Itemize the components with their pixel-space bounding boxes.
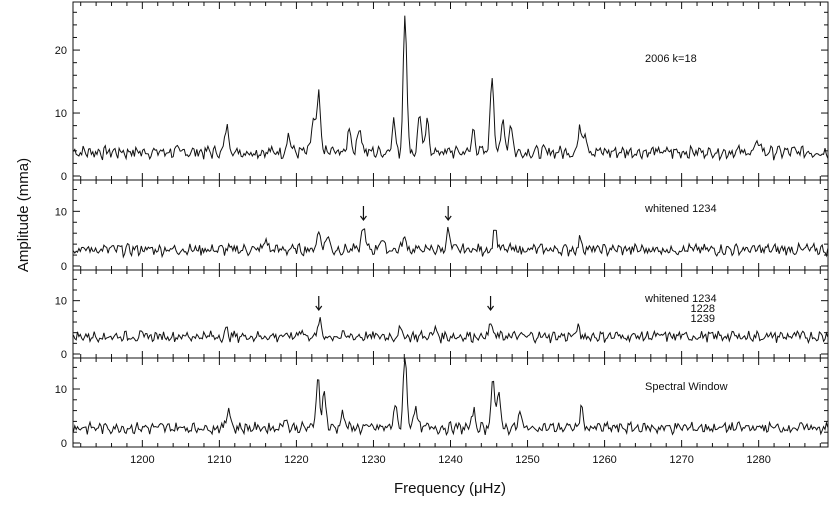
panel-label: 2006 k=18: [645, 53, 697, 65]
marker-arrow-head: [359, 215, 367, 221]
spectrum-line: [72, 358, 829, 437]
panel-label: 1239: [691, 313, 715, 325]
x-tick-label: 1260: [592, 454, 616, 466]
y-tick-label: 0: [61, 349, 67, 361]
marker-arrow-head: [315, 305, 323, 311]
spectrum-line: [72, 226, 829, 259]
x-tick-label: 1240: [438, 454, 462, 466]
panel-frame: [72, 357, 829, 448]
spectrum-line: [72, 317, 829, 345]
marker-arrow-head: [487, 305, 495, 311]
y-tick-label: 10: [55, 108, 67, 120]
y-tick-label: 0: [61, 171, 67, 183]
x-tick-label: 1200: [130, 454, 154, 466]
y-tick-label: 0: [61, 261, 67, 273]
spectrum-line: [72, 15, 829, 162]
x-tick-label: 1250: [515, 454, 539, 466]
panel-label: whitened 1234: [644, 203, 717, 215]
x-tick-label: 1280: [746, 454, 770, 466]
y-tick-label: 0: [61, 438, 67, 450]
y-axis-label: Amplitude (mma): [15, 157, 32, 273]
y-tick-label: 10: [55, 296, 67, 308]
x-tick-label: 1230: [361, 454, 385, 466]
x-tick-label: 1270: [669, 454, 693, 466]
x-tick-label: 1210: [207, 454, 231, 466]
x-axis-label: Frequency (μHz): [393, 480, 506, 497]
panel-frame: [72, 179, 829, 271]
y-tick-label: 10: [55, 206, 67, 218]
panel-label: Spectral Window: [645, 381, 728, 393]
y-tick-label: 20: [55, 45, 67, 57]
y-tick-label: 10: [55, 384, 67, 396]
x-tick-label: 1220: [284, 454, 308, 466]
panel-label: whitened 1234: [644, 293, 717, 305]
panel-label: 1228: [691, 303, 715, 315]
marker-arrow-head: [444, 215, 452, 221]
